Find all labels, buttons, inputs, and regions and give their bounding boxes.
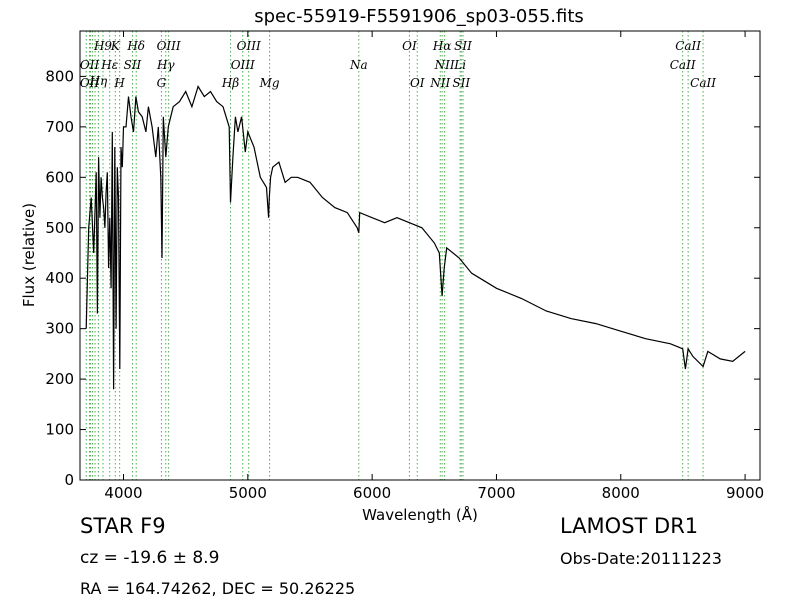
y-tick-label: 300 — [45, 320, 74, 338]
spectrum-line — [85, 85, 746, 390]
x-tick-label: 4000 — [104, 484, 142, 502]
spectral-line-markers — [85, 31, 704, 480]
y-tick-label: 400 — [45, 269, 74, 287]
line-label: CaII — [675, 39, 701, 53]
y-tick-label: 200 — [45, 370, 74, 388]
redshift-value: cz = -19.6 ± 8.9 — [80, 548, 220, 568]
y-tick-label: 100 — [45, 421, 74, 439]
y-tick-label: 700 — [45, 118, 74, 136]
survey-name: LAMOST DR1 — [560, 514, 699, 538]
y-axis-ticks: 0 100 200 300 400 500 600 700 800 — [45, 67, 760, 489]
observation-date: Obs-Date:20111223 — [560, 549, 722, 568]
y-tick-label: 600 — [45, 168, 74, 186]
line-label: SII — [124, 58, 142, 72]
y-tick-label: 800 — [45, 67, 74, 85]
line-label: H9 — [93, 39, 112, 53]
line-label: NII — [429, 76, 450, 90]
y-tick-label: 0 — [64, 471, 74, 489]
line-label: Hη — [89, 74, 108, 88]
line-label: CaII — [690, 76, 716, 90]
x-axis-label: Wavelength (Å) — [362, 505, 478, 524]
line-label: OIII — [157, 39, 181, 53]
line-label: OII — [80, 58, 100, 72]
plot-frame — [79, 30, 761, 481]
line-label: Hα — [432, 39, 452, 53]
line-label: OIII — [237, 39, 261, 53]
y-axis-label: Flux (relative) — [20, 203, 38, 307]
line-label: Hδ — [126, 39, 145, 53]
line-label: Na — [349, 58, 368, 72]
x-tick-label: 5000 — [229, 484, 267, 502]
line-label: OII — [80, 76, 100, 90]
line-label: SII — [452, 76, 470, 90]
chart-title: spec-55919-F5591906_sp03-055.fits — [254, 6, 584, 27]
line-label: H — [113, 76, 125, 90]
line-label: Hβ — [221, 76, 239, 90]
line-label: Hε — [100, 58, 118, 72]
line-label: OI — [402, 39, 417, 53]
line-label: NII — [434, 58, 455, 72]
line-label: K — [110, 39, 121, 53]
line-label: OIII — [231, 58, 255, 72]
x-axis-ticks: 4000 5000 6000 7000 8000 9000 — [104, 31, 764, 502]
coordinates: RA = 164.74262, DEC = 50.26225 — [80, 579, 356, 598]
line-label: CaII — [670, 58, 696, 72]
y-tick-label: 500 — [45, 219, 74, 237]
line-label: Li — [453, 58, 466, 72]
x-tick-label: 6000 — [353, 484, 391, 502]
line-label: Hγ — [156, 58, 175, 72]
x-tick-label: 9000 — [726, 484, 764, 502]
line-label: SII — [454, 39, 472, 53]
line-label: G — [157, 76, 167, 90]
x-tick-label: 7000 — [477, 484, 515, 502]
line-label: OI — [410, 76, 425, 90]
object-class: STAR F9 — [80, 514, 166, 538]
line-label: Mg — [259, 76, 280, 90]
x-tick-label: 8000 — [602, 484, 640, 502]
